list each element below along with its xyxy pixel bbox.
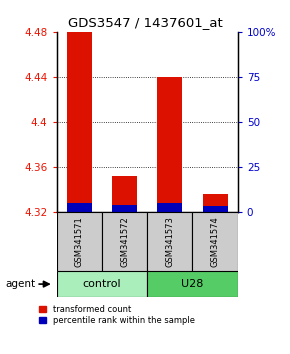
- Legend: transformed count, percentile rank within the sample: transformed count, percentile rank withi…: [39, 305, 195, 325]
- Text: GSM341573: GSM341573: [165, 216, 174, 267]
- Bar: [102, 212, 147, 271]
- Bar: [57, 212, 102, 271]
- Bar: [112, 176, 137, 212]
- Bar: [193, 212, 238, 271]
- Text: control: control: [83, 279, 121, 289]
- Bar: [147, 271, 238, 297]
- Bar: [157, 203, 182, 212]
- Text: agent: agent: [6, 279, 36, 289]
- Bar: [112, 205, 137, 212]
- Text: GSM341572: GSM341572: [120, 216, 129, 267]
- Bar: [147, 212, 193, 271]
- Text: GSM341574: GSM341574: [211, 216, 220, 267]
- Bar: [203, 194, 228, 212]
- Bar: [67, 203, 92, 212]
- Text: GSM341571: GSM341571: [75, 216, 84, 267]
- Bar: [157, 77, 182, 212]
- Bar: [203, 206, 228, 212]
- Bar: [67, 32, 92, 212]
- Text: U28: U28: [181, 279, 204, 289]
- Bar: [57, 271, 147, 297]
- Text: GDS3547 / 1437601_at: GDS3547 / 1437601_at: [68, 16, 222, 29]
